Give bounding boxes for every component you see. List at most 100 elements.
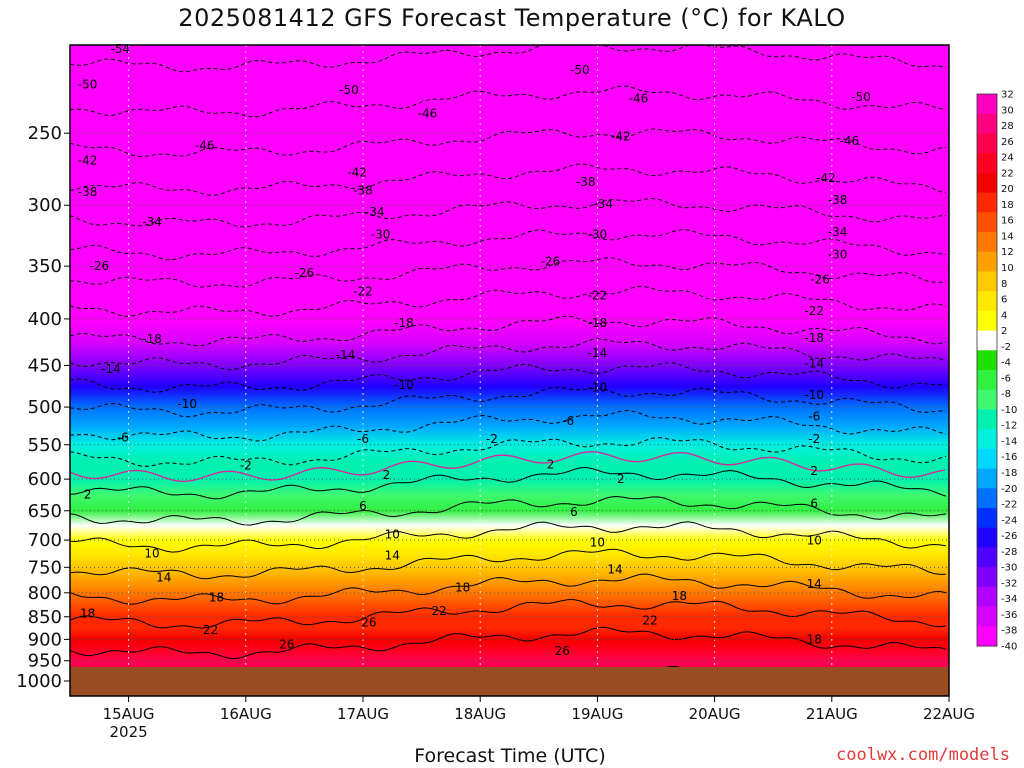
colorbar-swatch: [977, 172, 997, 194]
contour-label: -10: [588, 381, 608, 395]
contour-line: [70, 626, 947, 660]
colorbar-swatch: [977, 468, 997, 489]
colorbar-label: 30: [1001, 105, 1014, 116]
contour-label: 2: [383, 468, 391, 482]
x-tick-label: 16AUG: [220, 705, 272, 723]
contour-label: 2: [84, 488, 92, 502]
vertical-gridlines: [128, 45, 833, 696]
colorbar-label: -4: [1001, 358, 1011, 369]
colorbar-label: 18: [1001, 200, 1014, 211]
contour-label: 2: [810, 464, 818, 478]
contour-label: -34: [828, 225, 848, 239]
colorbar-swatch: [977, 133, 997, 154]
colorbar-swatch: [977, 212, 997, 233]
x-tick-label: 18AUG: [454, 705, 506, 723]
x-tick-label: 20AUG: [689, 705, 741, 723]
colorbar-label: -22: [1001, 500, 1017, 511]
contour-label: 22: [432, 604, 447, 618]
ground-layer: [70, 667, 949, 696]
contour-label: -38: [576, 175, 596, 189]
y-tick-label: 250: [28, 123, 62, 144]
colorbar-label: -24: [1001, 515, 1017, 526]
contour-labels: -54 -50 -50 -50 -50 -46 -46 -46 -46 -42 -42 -42 -42 -…: [78, 42, 871, 658]
contour-line: [70, 495, 947, 526]
contour-line: [70, 548, 947, 580]
contour-label: -38: [353, 183, 373, 197]
contour-label: -18: [142, 332, 162, 346]
contour-label: -42: [78, 154, 98, 168]
colorbar-label: 8: [1001, 279, 1007, 290]
colorbar-swatch: [977, 488, 997, 509]
contour-label: -50: [339, 83, 359, 97]
y-tick-label: 400: [28, 309, 62, 330]
colorbar-label: -32: [1001, 578, 1017, 589]
colorbar-swatch: [977, 389, 997, 410]
contour-label: -2: [240, 459, 252, 473]
colorbar-label: -40: [1001, 642, 1017, 653]
colorbar-label: 24: [1001, 153, 1014, 164]
contour-label: 6: [359, 499, 367, 513]
contour-label: -26: [295, 266, 315, 280]
y-axis: 2503003504004505005506006507007508008509…: [16, 123, 70, 692]
contour-line: [70, 128, 947, 158]
colorbar-label: 6: [1001, 295, 1007, 306]
y-tick-label: 350: [28, 256, 62, 277]
colorbar-swatch: [977, 271, 997, 292]
contour-line: [70, 437, 947, 467]
colorbar-swatch: [977, 251, 997, 272]
colorbar-label: -28: [1001, 547, 1017, 558]
colorbar-label: 26: [1001, 137, 1014, 148]
contour-label: -2: [808, 432, 820, 446]
y-tick-label: 950: [28, 651, 62, 672]
contour-label: 18: [455, 580, 470, 594]
contour-label: 2: [547, 457, 555, 471]
colorbar-label: -8: [1001, 389, 1011, 400]
colorbar-label: 4: [1001, 310, 1007, 321]
contour-label: 10: [807, 534, 822, 548]
contour-lines: [70, 45, 947, 667]
colorbar-swatch: [977, 527, 997, 548]
colorbar-label: -12: [1001, 421, 1017, 432]
contour-label: -10: [394, 378, 414, 392]
contour-label: 14: [607, 562, 622, 576]
colorbar-label: 2: [1001, 326, 1007, 337]
contour-label: -50: [851, 90, 871, 104]
contour-label: 10: [590, 535, 605, 549]
contour-label: -22: [353, 284, 373, 298]
contour-label: -22: [588, 289, 608, 303]
y-tick-label: 450: [28, 355, 62, 376]
contour-label: -46: [195, 139, 215, 153]
contour-label: 18: [209, 591, 224, 605]
contour-label: 14: [807, 577, 822, 591]
year-label: 2025: [110, 723, 148, 741]
colorbar-label: -36: [1001, 610, 1017, 621]
colorbar-label: -6: [1001, 373, 1011, 384]
colorbar-label: -38: [1001, 626, 1017, 637]
contour-label: 26: [361, 615, 376, 629]
y-tick-label: 550: [28, 435, 62, 456]
colorbar-swatch: [977, 586, 997, 608]
contour-label: -18: [804, 331, 824, 345]
colorbar-swatch: [977, 448, 997, 470]
colorbar-swatch: [977, 310, 997, 332]
colorbar-swatch: [977, 113, 997, 134]
y-tick-label: 850: [28, 607, 62, 628]
contour-line: [70, 45, 947, 73]
contour-line: [70, 257, 947, 288]
contour-label: -46: [840, 134, 860, 148]
contour-label: -38: [828, 193, 848, 207]
contour-label: -18: [394, 316, 414, 330]
colorbar-label: -14: [1001, 436, 1017, 447]
colorbar-label: 28: [1001, 121, 1014, 132]
x-tick-label: 22AUG: [923, 705, 975, 723]
x-tick-label: 15AUG: [103, 705, 155, 723]
colorbar-swatch: [977, 508, 997, 529]
contour-label: -46: [418, 107, 438, 121]
contour-label: -30: [828, 248, 848, 262]
contour-label: 10: [385, 527, 400, 541]
contour-label: -26: [89, 259, 109, 273]
colorbar-label: -2: [1001, 342, 1011, 353]
y-tick-label: 1000: [16, 671, 62, 692]
source-credit[interactable]: coolwx.com/models: [836, 745, 1010, 765]
